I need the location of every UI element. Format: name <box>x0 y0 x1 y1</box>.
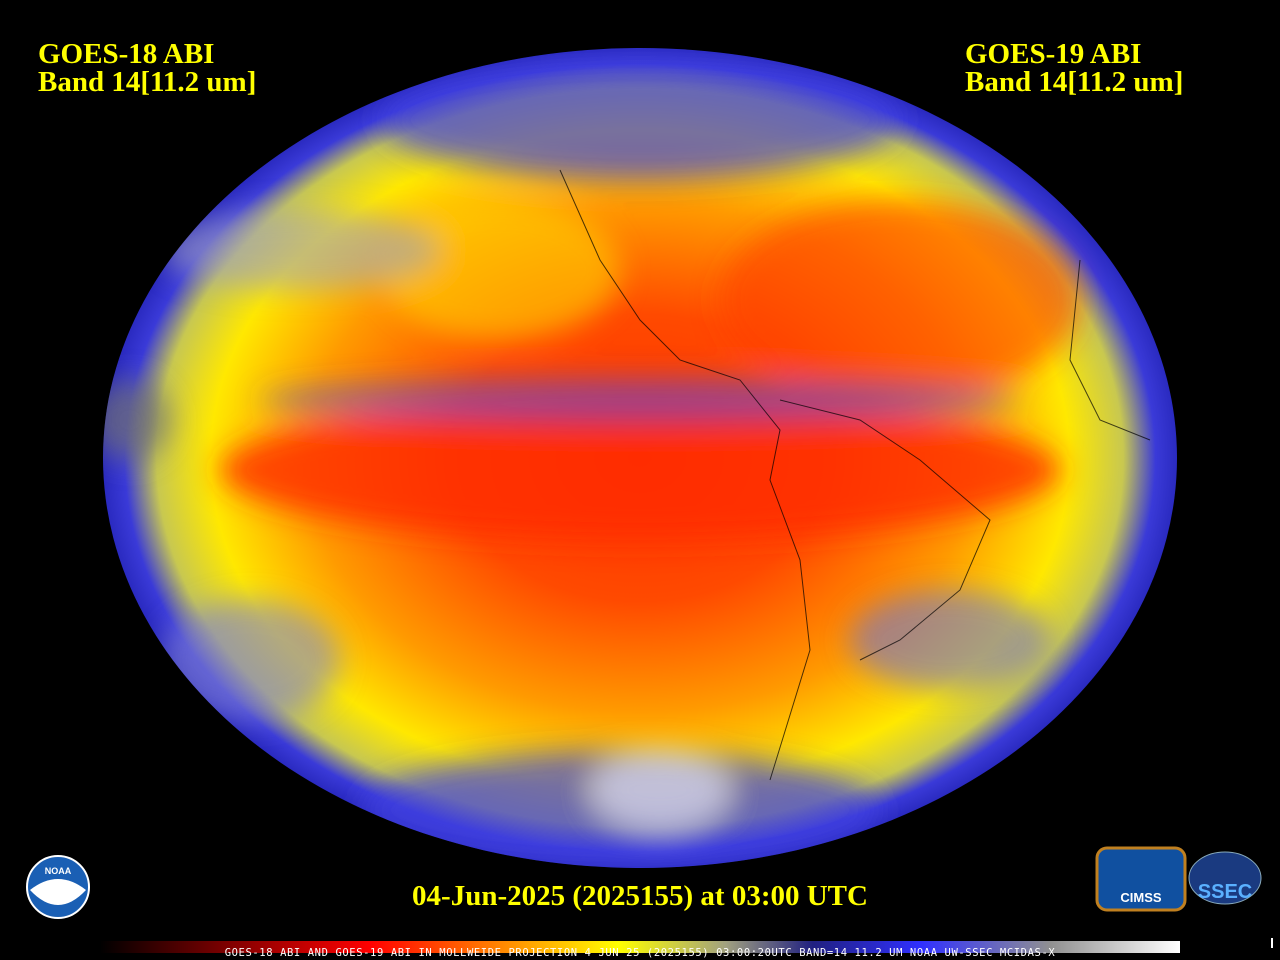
left-band: Band 14[11.2 um] <box>38 66 256 98</box>
noaa-label: NOAA <box>45 866 72 876</box>
ssec-label: SSEC <box>1198 881 1252 903</box>
color-bar <box>100 941 1180 953</box>
ssec-logo: SSEC <box>1188 851 1262 905</box>
noaa-logo: NOAA <box>26 855 90 919</box>
left-satellite: GOES-18 ABI <box>38 38 214 70</box>
right-band: Band 14[11.2 um] <box>965 66 1183 98</box>
corner-marker <box>1271 938 1273 948</box>
footer-caption: GOES-18 ABI AND GOES-19 ABI IN MOLLWEIDE… <box>225 947 1056 959</box>
timestamp: 04-Jun-2025 (2025155) at 03:00 UTC <box>412 880 868 912</box>
cimss-label: CIMSS <box>1120 890 1162 905</box>
cimss-logo: CIMSS <box>1095 846 1187 912</box>
globe-image <box>103 48 1177 868</box>
right-satellite: GOES-19 ABI <box>965 38 1141 70</box>
